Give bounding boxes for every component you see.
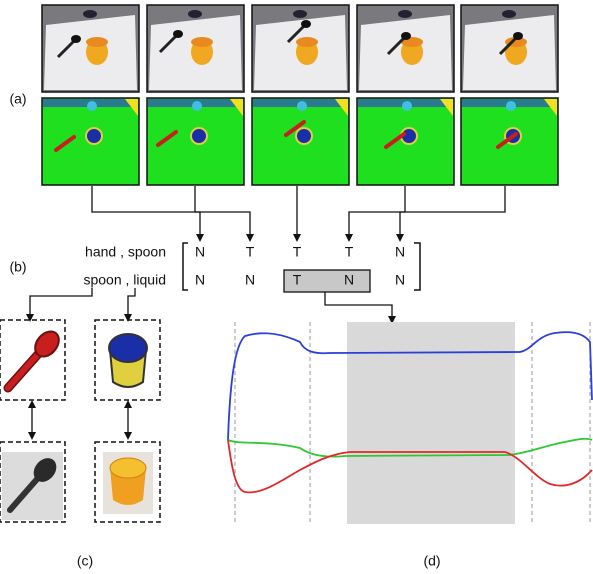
object (398, 10, 412, 18)
panel-label: (d) (423, 553, 440, 569)
object (83, 10, 97, 18)
object (188, 10, 202, 18)
cup-top (191, 37, 213, 47)
bowl-photo (103, 452, 153, 514)
photo-frame (147, 5, 244, 92)
pair-label: spoon , liquid (83, 272, 166, 288)
marker (297, 101, 307, 111)
state: N (395, 244, 405, 260)
panel-label: (b) (9, 259, 26, 275)
spoon-photo (2, 452, 63, 520)
spoon-head (513, 32, 523, 40)
panel-label: (a) (9, 91, 26, 107)
panel-label: (c) (77, 553, 93, 569)
state: N (395, 272, 405, 288)
photo-frame (252, 5, 349, 92)
spoon-head (401, 32, 411, 40)
state: N (245, 272, 255, 288)
marker (87, 101, 97, 111)
marker (402, 101, 412, 111)
cup-top (86, 37, 108, 47)
bowl (296, 128, 312, 144)
segment-frame (461, 98, 558, 185)
cup-top (296, 37, 318, 47)
video-frames (42, 5, 558, 185)
state: T (345, 244, 354, 260)
signal-plot (228, 322, 592, 524)
spoon-segment (8, 327, 64, 388)
spoon-head (301, 20, 311, 28)
segment-frame (252, 98, 349, 185)
state: T (246, 244, 255, 260)
segment-frame (357, 98, 454, 185)
state: N (195, 244, 205, 260)
state: T (293, 244, 302, 260)
bracket (183, 243, 188, 290)
spoon-head (173, 30, 183, 38)
figure: (a) (b) (c) (d) hand , spoonNTTTNspoon ,… (0, 0, 593, 574)
bowl-segment (109, 334, 147, 387)
marker (192, 101, 202, 111)
marker (506, 101, 516, 111)
state: N (344, 272, 354, 288)
bracket (414, 243, 420, 290)
object (293, 10, 307, 18)
bowl (86, 128, 102, 144)
segment-frame (147, 98, 244, 185)
photo-frame (461, 5, 558, 92)
frame-connectors (92, 186, 505, 238)
photo-frame (357, 5, 454, 92)
state: T (293, 272, 302, 288)
photo-frame (42, 5, 139, 92)
state: N (195, 272, 205, 288)
segment-frame (42, 98, 139, 185)
connector (325, 292, 392, 320)
bowl (191, 128, 207, 144)
spoon-head (71, 35, 81, 43)
object (502, 10, 516, 18)
pair-label: hand , spoon (85, 244, 166, 260)
